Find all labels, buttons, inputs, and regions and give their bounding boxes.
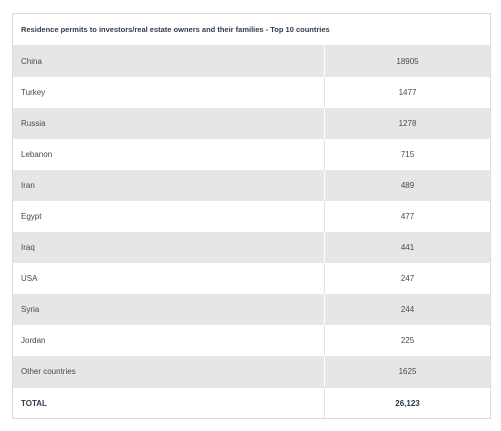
- country-cell: China: [13, 46, 325, 77]
- country-cell: Other countries: [13, 356, 325, 387]
- table-row: Jordan 225: [13, 325, 490, 356]
- value-cell: 1278: [398, 119, 417, 128]
- total-value: 26,123: [395, 399, 420, 408]
- value-cell: 244: [400, 305, 415, 314]
- country-cell: Turkey: [13, 77, 325, 108]
- table-row: Syria 244: [13, 294, 490, 325]
- total-row: TOTAL 26,123: [13, 387, 490, 418]
- value-cell: 1625: [398, 367, 417, 376]
- table-title: Residence permits to investors/real esta…: [13, 14, 490, 46]
- country-cell: Egypt: [13, 201, 325, 232]
- country-cell: Iran: [13, 170, 325, 201]
- value-cell: 247: [400, 274, 415, 283]
- country-cell: USA: [13, 263, 325, 294]
- value-cell: 225: [400, 336, 415, 345]
- value-cell: 477: [400, 212, 415, 221]
- value-cell: 441: [400, 243, 415, 252]
- table-row: Egypt 477: [13, 201, 490, 232]
- value-cell: 715: [400, 150, 415, 159]
- table-row: USA 247: [13, 263, 490, 294]
- total-label: TOTAL: [13, 388, 325, 418]
- value-cell: 1477: [398, 88, 417, 97]
- country-cell: Syria: [13, 294, 325, 325]
- value-cell: 489: [400, 181, 415, 190]
- table-row: Iraq 441: [13, 232, 490, 263]
- table-row: Iran 489: [13, 170, 490, 201]
- country-cell: Lebanon: [13, 139, 325, 170]
- country-cell: Jordan: [13, 325, 325, 356]
- country-cell: Iraq: [13, 232, 325, 263]
- table-row: Lebanon 715: [13, 139, 490, 170]
- value-cell: 18905: [396, 57, 419, 66]
- residence-permits-table: Residence permits to investors/real esta…: [12, 13, 491, 419]
- table-row: China 18905: [13, 46, 490, 77]
- table-row: Russia 1278: [13, 108, 490, 139]
- country-cell: Russia: [13, 108, 325, 139]
- table-row: Turkey 1477: [13, 77, 490, 108]
- table-row: Other countries 1625: [13, 356, 490, 387]
